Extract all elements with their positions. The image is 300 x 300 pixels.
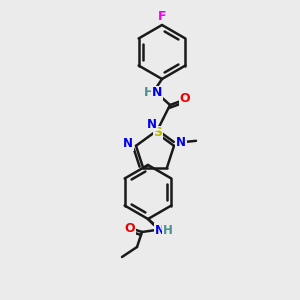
Text: S: S bbox=[154, 127, 163, 140]
Text: H: H bbox=[163, 224, 173, 236]
Text: N: N bbox=[147, 118, 157, 130]
Text: N: N bbox=[155, 224, 165, 236]
Text: O: O bbox=[180, 92, 190, 106]
Text: H: H bbox=[144, 86, 154, 100]
Text: O: O bbox=[125, 221, 135, 235]
Text: N: N bbox=[176, 136, 186, 149]
Text: F: F bbox=[158, 10, 166, 22]
Text: N: N bbox=[123, 137, 133, 150]
Text: N: N bbox=[152, 86, 162, 100]
